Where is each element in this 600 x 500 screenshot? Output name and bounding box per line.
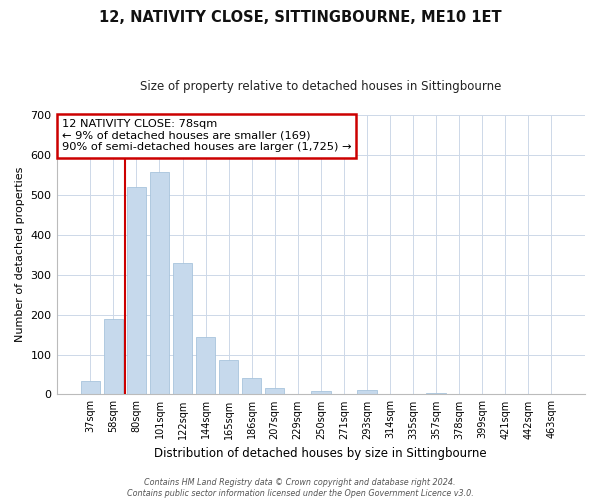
Bar <box>426 393 446 394</box>
Bar <box>265 388 284 394</box>
Text: Contains HM Land Registry data © Crown copyright and database right 2024.
Contai: Contains HM Land Registry data © Crown c… <box>127 478 473 498</box>
X-axis label: Distribution of detached houses by size in Sittingbourne: Distribution of detached houses by size … <box>154 447 487 460</box>
Bar <box>80 382 100 394</box>
Bar <box>242 378 262 394</box>
Bar <box>127 187 146 394</box>
Y-axis label: Number of detached properties: Number of detached properties <box>15 167 25 342</box>
Bar <box>149 172 169 394</box>
Text: 12 NATIVITY CLOSE: 78sqm
← 9% of detached houses are smaller (169)
90% of semi-d: 12 NATIVITY CLOSE: 78sqm ← 9% of detache… <box>62 119 352 152</box>
Bar <box>311 391 331 394</box>
Bar <box>357 390 377 394</box>
Bar <box>219 360 238 394</box>
Bar <box>173 262 193 394</box>
Bar <box>196 336 215 394</box>
Title: Size of property relative to detached houses in Sittingbourne: Size of property relative to detached ho… <box>140 80 502 93</box>
Bar <box>104 318 123 394</box>
Text: 12, NATIVITY CLOSE, SITTINGBOURNE, ME10 1ET: 12, NATIVITY CLOSE, SITTINGBOURNE, ME10 … <box>98 10 502 25</box>
